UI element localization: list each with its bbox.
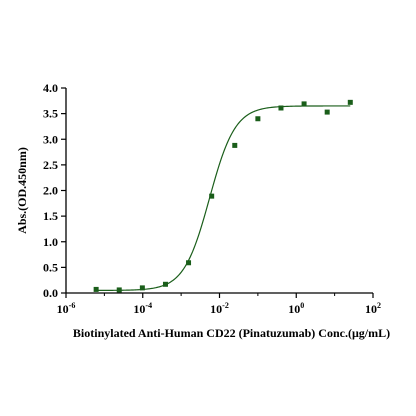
data-point xyxy=(301,101,307,107)
data-point xyxy=(278,105,284,111)
data-points xyxy=(93,99,353,293)
y-tick-label: 2.5 xyxy=(43,158,58,172)
data-point xyxy=(347,99,353,105)
x-tick-label: 100 xyxy=(288,301,304,316)
data-point xyxy=(116,287,122,293)
y-axis-ticks: 0.0 0.5 1.0 1.5 2.0 2.5 3.0 3.5 4.0 xyxy=(43,81,66,300)
y-tick-label: 4.0 xyxy=(43,81,58,95)
x-tick-base: 10 xyxy=(133,302,145,316)
data-point xyxy=(255,116,261,122)
data-point xyxy=(324,109,330,115)
fit-curve xyxy=(96,105,351,292)
y-tick-label: 0.0 xyxy=(43,286,58,300)
y-axis-title: Abs.(OD.450nm) xyxy=(15,147,29,234)
x-tick-exponent: -4 xyxy=(145,301,152,310)
y-tick-label: 1.5 xyxy=(43,209,58,223)
data-point xyxy=(93,286,99,292)
data-point xyxy=(186,260,192,266)
x-tick-label: 10-6 xyxy=(57,301,76,316)
data-point xyxy=(209,193,215,199)
y-tick-label: 3.0 xyxy=(43,132,58,146)
x-tick-exponent: -6 xyxy=(69,301,76,310)
x-tick-base: 10 xyxy=(210,302,222,316)
x-axis-title: Biotinylated Anti-Human CD22 (Pinatuzuma… xyxy=(73,326,390,340)
y-tick-label: 2.0 xyxy=(43,184,58,198)
x-tick-base: 10 xyxy=(365,302,377,316)
y-tick-label: 3.5 xyxy=(43,107,58,121)
x-tick-exponent: 2 xyxy=(377,301,381,310)
x-axis-ticks: 10-6 10-4 10-2 100 102 xyxy=(57,293,381,316)
x-tick-label: 10-4 xyxy=(133,301,152,316)
x-tick-label: 102 xyxy=(365,301,381,316)
data-point xyxy=(232,142,238,148)
x-tick-exponent: -2 xyxy=(222,301,229,310)
x-tick-label: 10-2 xyxy=(210,301,229,316)
data-point xyxy=(162,281,168,287)
x-tick-base: 10 xyxy=(288,302,300,316)
data-point xyxy=(139,285,145,291)
x-tick-exponent: 0 xyxy=(300,301,304,310)
y-tick-label: 0.5 xyxy=(43,260,58,274)
x-tick-base: 10 xyxy=(57,302,69,316)
y-tick-label: 1.0 xyxy=(43,235,58,249)
